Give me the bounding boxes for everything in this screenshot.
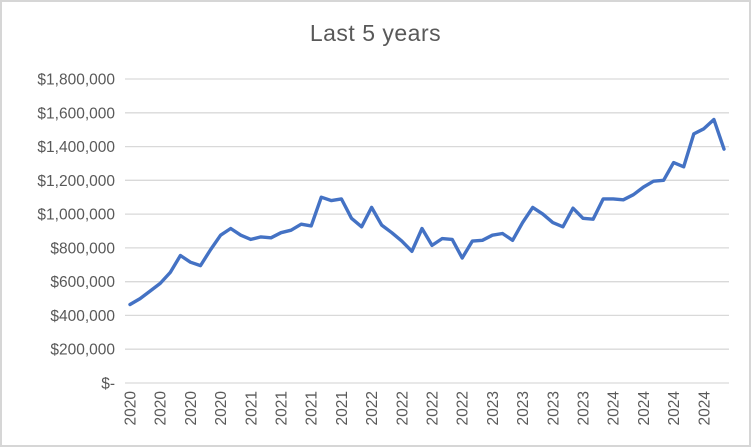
y-axis-tick-label: $1,600,000 <box>37 105 115 122</box>
y-axis-tick-label: $1,200,000 <box>37 173 115 190</box>
x-axis-tick-label: 2021 <box>334 391 351 425</box>
y-axis-tick-label: $1,800,000 <box>37 72 115 89</box>
x-axis-tick-label: 2023 <box>515 391 532 425</box>
chart-title: Last 5 years <box>309 20 442 46</box>
x-axis-tick-label: 2020 <box>213 391 230 426</box>
x-axis-tick-label: 2024 <box>666 391 683 426</box>
x-axis-tick-label: 2020 <box>153 391 170 426</box>
x-axis-tick-label: 2024 <box>696 391 713 426</box>
y-axis-tick-label: $1,000,000 <box>37 207 115 224</box>
x-axis-tick-label: 2023 <box>576 391 593 425</box>
y-axis-tick-label: $200,000 <box>50 342 115 359</box>
x-axis-tick-label: 2021 <box>304 391 321 425</box>
x-axis-tick-label: 2024 <box>636 391 653 426</box>
y-axis-tick-label: $600,000 <box>50 274 115 291</box>
x-axis-tick-label: 2021 <box>274 391 291 425</box>
y-axis-tick-label: $1,400,000 <box>37 139 115 156</box>
x-axis-tick-label: 2022 <box>425 391 442 425</box>
y-axis-tick-label: $800,000 <box>50 240 115 257</box>
x-axis-tick-label: 2022 <box>455 391 472 425</box>
x-axis-tick-label: 2023 <box>485 391 502 425</box>
x-axis-tick-label: 2022 <box>364 391 381 425</box>
x-axis-tick-label: 2022 <box>394 391 411 425</box>
x-axis-tick-label: 2020 <box>183 391 200 426</box>
y-axis-tick-label: $400,000 <box>50 308 115 325</box>
x-axis-tick-label: 2023 <box>545 391 562 425</box>
data-line <box>128 117 726 307</box>
y-axis-tick-label: $- <box>101 376 115 393</box>
x-axis-tick-label: 2021 <box>243 391 260 425</box>
x-axis-tick-label: 2020 <box>123 391 140 426</box>
x-axis-tick-label: 2024 <box>606 391 623 426</box>
